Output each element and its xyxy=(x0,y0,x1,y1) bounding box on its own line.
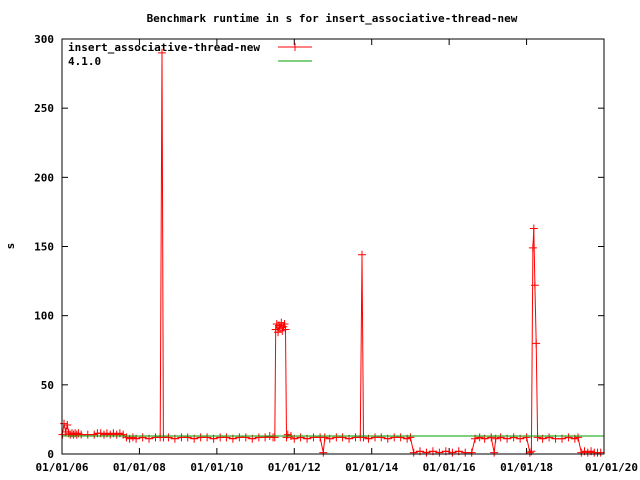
x-tick-label: 01/01/10 xyxy=(190,461,243,474)
data-point xyxy=(396,433,405,442)
data-point xyxy=(277,318,286,327)
data-point xyxy=(448,448,457,457)
data-point xyxy=(157,48,166,57)
x-tick-label: 01/01/12 xyxy=(268,461,321,474)
y-tick-label: 250 xyxy=(34,102,54,115)
data-point xyxy=(533,433,542,442)
data-point xyxy=(128,433,137,442)
data-point xyxy=(183,433,192,442)
data-point xyxy=(281,325,290,334)
data-point xyxy=(261,433,270,442)
legend-plus-marker xyxy=(291,43,299,51)
data-point xyxy=(283,430,292,439)
data-point xyxy=(490,448,499,457)
data-point xyxy=(545,433,554,442)
data-point xyxy=(222,433,231,442)
plot-frame xyxy=(61,38,605,455)
series-layer xyxy=(58,48,605,457)
data-point xyxy=(319,448,328,457)
data-point xyxy=(270,433,279,442)
x-tick-label: 01/01/06 xyxy=(36,461,89,474)
data-point xyxy=(564,433,573,442)
data-point xyxy=(525,448,534,457)
data-point xyxy=(274,328,283,337)
y-tick-label: 50 xyxy=(41,379,54,392)
data-point xyxy=(532,339,541,348)
x-tick-label: 01/01/18 xyxy=(500,461,553,474)
data-point xyxy=(487,433,496,442)
data-point xyxy=(509,433,518,442)
y-axis-label: s xyxy=(4,243,17,250)
data-point xyxy=(496,433,505,442)
chart-title: Benchmark runtime in s for insert_associ… xyxy=(147,12,518,25)
legend-marker-series-main xyxy=(291,43,299,51)
data-point xyxy=(60,419,69,428)
data-point xyxy=(278,326,287,335)
y-tick-label: 200 xyxy=(34,171,54,184)
x-tick-labels: 01/01/06 01/01/08 01/01/10 01/01/12 01/01/14… xyxy=(36,461,638,474)
legend: insert_associative-thread-new 4.1.0 xyxy=(68,41,312,68)
data-point xyxy=(530,281,539,290)
legend-label-series-main: insert_associative-thread-new xyxy=(68,41,260,54)
y-tick-label: 300 xyxy=(34,33,54,46)
legend-label-series-baseline: 4.1.0 xyxy=(68,55,101,68)
data-point xyxy=(357,250,366,259)
data-point xyxy=(377,433,386,442)
data-point xyxy=(359,433,368,442)
data-point xyxy=(475,433,484,442)
data-point xyxy=(63,420,72,429)
data-point xyxy=(296,433,305,442)
data-point xyxy=(241,433,250,442)
data-point xyxy=(406,433,415,442)
data-point xyxy=(338,433,347,442)
data-point xyxy=(522,433,531,442)
y-tick-label: 100 xyxy=(34,310,54,323)
data-point xyxy=(596,448,605,457)
data-point xyxy=(529,224,538,233)
y-tick-labels: 0 50 100 150 200 250 300 xyxy=(34,33,54,461)
data-point xyxy=(467,448,476,457)
data-point xyxy=(138,433,147,442)
y-tick-label: 150 xyxy=(34,241,54,254)
x-tick-label: 01/01/08 xyxy=(113,461,166,474)
data-point xyxy=(574,433,583,442)
data-point xyxy=(320,433,329,442)
data-point xyxy=(528,243,537,252)
x-tick-label: 01/01/20 xyxy=(585,461,638,474)
data-point xyxy=(164,433,173,442)
data-point xyxy=(435,448,444,457)
data-point xyxy=(409,448,418,457)
data-point xyxy=(90,430,99,439)
data-point xyxy=(203,433,212,442)
x-tick-label: 01/01/16 xyxy=(423,461,476,474)
series-line-0 xyxy=(61,52,601,454)
y-tick-label: 0 xyxy=(47,448,54,461)
axis-ticks xyxy=(61,38,605,455)
x-tick-label: 01/01/14 xyxy=(345,461,398,474)
data-point xyxy=(280,319,289,328)
data-point xyxy=(422,448,431,457)
